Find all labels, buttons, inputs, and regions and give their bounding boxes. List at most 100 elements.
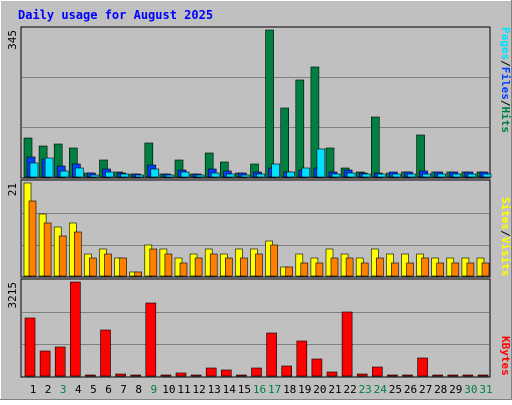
pages-bar: [150, 168, 160, 178]
sites-bar: [164, 253, 173, 277]
day-label: 20: [313, 383, 326, 396]
pages-bar: [301, 167, 311, 178]
hits-bar: [370, 116, 380, 178]
sites-bar: [270, 244, 278, 277]
kbytes-bar: [54, 346, 66, 377]
kbytes-bar: [160, 374, 172, 377]
day-label: 12: [192, 383, 205, 396]
kbytes-bar: [70, 281, 81, 377]
day-label: 1: [30, 383, 37, 396]
hits-bar: [295, 79, 305, 178]
day-label: 11: [177, 383, 190, 396]
day-label: 3: [60, 383, 67, 396]
pages-bar: [376, 173, 386, 178]
kbytes-bar: [190, 374, 202, 377]
day-label: 7: [120, 383, 127, 396]
day-label: 6: [105, 383, 112, 396]
kbytes-bar: [115, 373, 126, 377]
sites-bar: [43, 222, 52, 277]
pages-bar: [226, 173, 235, 178]
sites-bar: [28, 200, 37, 277]
pages-bar: [316, 148, 326, 178]
sites-bar: [421, 257, 429, 277]
legend-part: /: [499, 230, 512, 237]
sites-bar: [466, 262, 475, 277]
day-label: 26: [404, 383, 417, 396]
day-label: 10: [162, 383, 175, 396]
kbytes-panel-legend: KBytes: [499, 336, 512, 376]
day-label: 29: [449, 383, 462, 396]
kbytes-panel: [20, 278, 491, 378]
sites-bar: [58, 235, 67, 277]
day-label: 21: [328, 383, 341, 396]
day-label: 5: [90, 383, 97, 396]
pages-bar: [180, 171, 190, 178]
kbytes-bar: [356, 373, 368, 377]
legend-part: Files: [499, 67, 512, 100]
sites-bar: [300, 262, 309, 277]
pages-bar: [90, 174, 99, 178]
day-label: 2: [45, 383, 52, 396]
kbytes-bar: [100, 329, 111, 377]
kbytes-bar: [24, 317, 36, 377]
sites-bar: [375, 257, 384, 277]
pages-bar: [452, 173, 462, 178]
pages-bar: [286, 171, 296, 178]
kbytes-bar: [432, 374, 444, 377]
sites-bar: [225, 257, 233, 277]
sites-bar: [315, 262, 324, 277]
hits-panel-y-max-label: 345: [6, 30, 19, 50]
sites-bar: [285, 266, 294, 277]
sites-bar: [436, 262, 445, 277]
kbytes-bar: [266, 332, 277, 377]
sites-bar: [255, 253, 263, 277]
day-label: 8: [135, 383, 142, 396]
kbytes-bar: [387, 374, 398, 377]
day-label: 31: [479, 383, 492, 396]
kbytes-bar: [39, 350, 51, 377]
visits-panel-legend: Sites/Visits: [499, 197, 512, 277]
sites-bar: [89, 257, 97, 277]
legend-part: /: [499, 100, 512, 107]
sites-bar: [179, 262, 188, 277]
sites-bar: [134, 271, 142, 277]
kbytes-bar: [417, 357, 428, 377]
pages-bar: [271, 163, 280, 178]
pages-bar: [75, 167, 84, 178]
bars-layer: [22, 29, 492, 377]
kbytes-bar: [311, 358, 323, 377]
kbytes-bar: [281, 365, 293, 377]
kbytes-bar: [477, 374, 489, 377]
hits-bar: [265, 29, 274, 178]
sites-bar: [209, 253, 218, 277]
day-label: 14: [223, 383, 237, 396]
kbytes-bar: [85, 374, 96, 377]
visits-panel-y-max-label: 21: [6, 183, 19, 196]
pages-bar: [210, 172, 220, 178]
pages-bar: [165, 174, 175, 178]
day-label: 13: [208, 383, 221, 396]
pages-bar: [467, 173, 477, 178]
pages-bar: [437, 173, 447, 178]
sites-bar: [345, 257, 354, 277]
sites-bar: [360, 262, 369, 277]
sites-bar: [149, 248, 158, 277]
sites-bar: [451, 262, 460, 277]
pages-bar: [361, 173, 371, 178]
kbytes-bar: [221, 369, 232, 377]
sites-bar: [240, 257, 248, 277]
legend-part: Hits: [499, 107, 512, 134]
kbytes-bar: [236, 374, 247, 377]
pages-bar: [29, 162, 39, 178]
hits-bar: [280, 107, 290, 178]
pages-bar: [331, 173, 341, 178]
pages-bar: [407, 173, 416, 178]
day-label: 4: [75, 383, 82, 396]
sites-bar: [104, 253, 112, 277]
day-label: 18: [283, 383, 296, 396]
pages-bar: [44, 157, 54, 178]
kbytes-panel-y-max-label: 3215: [6, 282, 19, 309]
day-label: 22: [343, 383, 356, 396]
legend-part: Sites: [499, 197, 512, 230]
